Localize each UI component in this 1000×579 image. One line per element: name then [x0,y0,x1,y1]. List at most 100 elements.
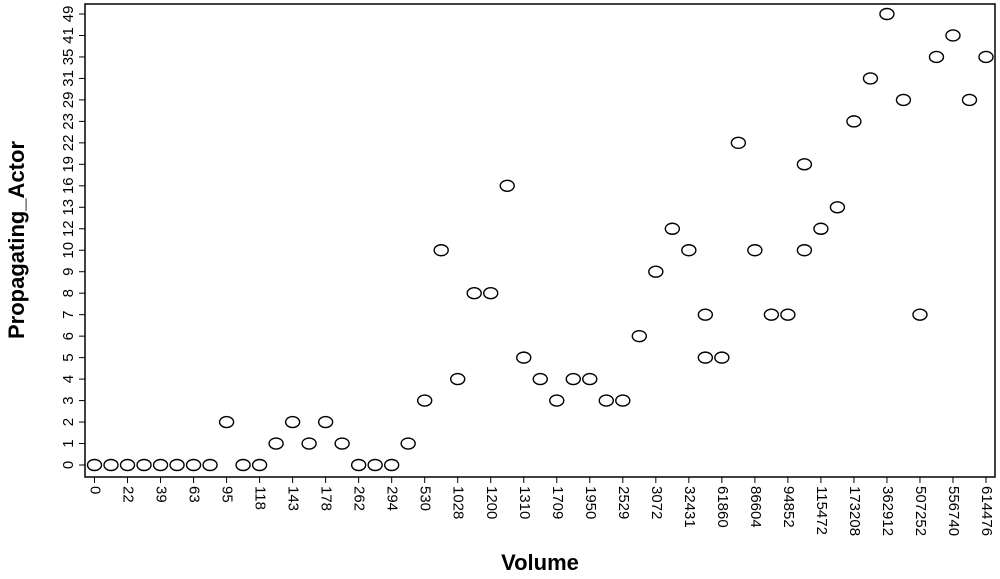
point [218,415,235,429]
point [268,437,284,450]
x-tick-label: 22 [120,486,137,503]
point [928,50,945,64]
point [796,244,813,257]
point [598,394,614,407]
x-tick-label: 3072 [648,486,665,519]
x-tick-label: 0 [87,486,104,494]
x-tick-label: 1709 [549,486,566,519]
point [829,201,846,214]
point [697,351,714,364]
point [796,158,813,171]
x-tick-label: 94852 [780,486,797,528]
x-tick-label: 95 [219,486,236,503]
point [383,458,400,472]
x-tick-label: 143 [285,486,302,511]
y-tick-label: 10 [60,242,77,259]
point [86,458,103,472]
y-tick-label: 29 [60,92,77,109]
point [532,372,548,386]
x-tick-label: 118 [252,486,269,510]
y-tick-label: 5 [60,353,77,361]
point [301,437,317,450]
point [978,50,994,64]
y-tick-label: 6 [60,332,77,340]
point [350,458,367,472]
x-tick-label: 556740 [945,486,962,536]
point [582,372,598,386]
point [119,458,136,472]
plot-frame [84,3,996,478]
x-tick-label: 178 [318,486,335,511]
point [615,394,631,407]
point [763,308,780,321]
point [961,93,978,107]
point [813,222,829,235]
x-tick-label: 362912 [879,486,896,536]
y-tick-label: 23 [60,113,77,130]
x-tick-label: 1028 [450,486,467,519]
point [516,351,532,364]
point [367,458,383,472]
point [103,458,119,472]
point [747,244,763,257]
x-axis-title: Volume [501,550,579,575]
y-tick-label: 8 [60,289,77,297]
x-tick-label: 294 [384,486,401,511]
point [945,29,961,42]
x-tick-label: 262 [351,486,368,511]
point [912,308,928,321]
point [433,244,449,257]
point [251,458,268,472]
point [284,415,301,429]
point [450,372,466,386]
x-tick-label: 39 [153,486,170,503]
y-tick-label: 31 [60,70,77,87]
point [400,437,416,450]
y-tick-label: 13 [60,199,77,216]
x-tick-label: 115472 [813,486,830,535]
x-tick-label: 63 [186,486,203,503]
x-tick-label: 1200 [483,486,500,519]
y-tick-label: 0 [60,461,77,469]
y-tick-label: 2 [60,418,77,426]
point [879,7,895,21]
point [730,136,747,150]
point [136,458,152,472]
y-tick-label: 4 [60,375,77,383]
y-tick-label: 3 [60,396,77,404]
x-tick-label: 173208 [846,486,863,536]
point [317,415,334,429]
point [846,115,862,128]
y-tick-label: 9 [60,268,77,276]
x-tick-label: 2529 [615,486,632,519]
y-tick-label: 19 [60,156,77,173]
x-tick-label: 614476 [978,486,995,536]
y-tick-label: 12 [60,220,77,237]
x-tick-label: 1950 [582,486,599,519]
point [152,458,169,472]
point [895,93,912,107]
point [466,286,482,300]
point [565,372,581,386]
point [714,351,730,364]
point [780,308,796,321]
point [185,458,202,472]
point [169,458,185,472]
x-tick-label: 507252 [912,486,929,536]
point [664,222,681,235]
y-tick-label: 49 [60,6,77,23]
y-tick-label: 16 [60,177,77,194]
x-tick-label: 530 [417,486,434,511]
point [416,394,433,407]
x-tick-label: 1310 [516,486,533,519]
point [631,329,648,343]
point [862,72,879,85]
y-tick-label: 22 [60,135,77,152]
y-tick-label: 7 [60,310,77,318]
y-tick-label: 35 [60,49,77,66]
point [697,308,714,321]
y-axis-title: Propagating_Actor [4,141,29,339]
point [202,458,218,472]
y-tick-label: 1 [60,439,77,447]
